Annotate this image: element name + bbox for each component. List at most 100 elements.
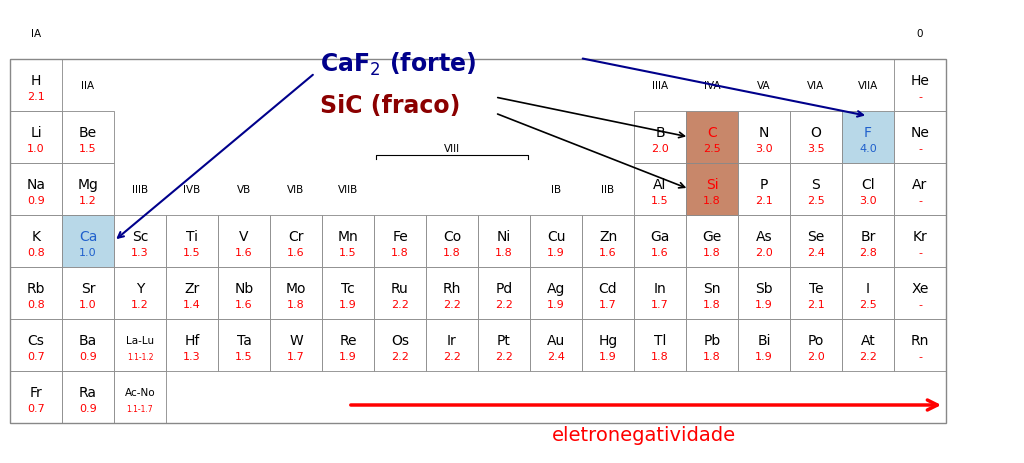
Text: Hg: Hg [598,333,617,347]
Text: 1.4: 1.4 [183,300,201,310]
Bar [10,112,62,163]
Text: 1.7: 1.7 [287,352,305,362]
Text: 1.5: 1.5 [79,144,97,154]
Text: 1.8: 1.8 [443,248,461,258]
Bar [686,216,738,268]
Text: 1.2: 1.2 [79,196,97,206]
Text: P: P [760,177,768,191]
Text: IIIA: IIIA [652,81,668,91]
Bar [582,319,634,371]
Text: 1.6: 1.6 [599,248,616,258]
Bar [842,163,894,216]
Bar [790,216,842,268]
Text: Ra: Ra [79,385,97,399]
Text: 0: 0 [916,29,924,39]
Text: -: - [918,92,922,102]
Bar [478,216,530,268]
Text: 3.0: 3.0 [859,196,877,206]
Text: 2.5: 2.5 [807,196,825,206]
Bar [894,112,946,163]
Bar [634,268,686,319]
Text: Fr: Fr [30,385,42,399]
Bar [270,216,322,268]
Bar [62,268,114,319]
Text: 1.9: 1.9 [755,300,773,310]
Text: O: O [811,125,821,139]
Text: 2.5: 2.5 [859,300,877,310]
Text: 0.7: 0.7 [27,352,45,362]
Text: 3.0: 3.0 [755,144,773,154]
Text: Mn: Mn [338,229,358,243]
Text: Mo: Mo [286,281,306,295]
Text: 1.1-1.2: 1.1-1.2 [127,352,154,361]
Bar [10,371,62,423]
Text: 2.1: 2.1 [27,92,45,102]
Text: 1.5: 1.5 [183,248,201,258]
Bar [166,268,218,319]
Text: 2.2: 2.2 [443,352,461,362]
Text: Tc: Tc [341,281,355,295]
Text: Au: Au [547,333,565,347]
Text: Sr: Sr [81,281,95,295]
Text: K: K [32,229,41,243]
Text: VIIA: VIIA [858,81,879,91]
Text: -: - [918,300,922,310]
Bar [790,163,842,216]
Text: 0.9: 0.9 [79,404,97,413]
Text: SiC (fraco): SiC (fraco) [319,94,461,118]
Text: Li: Li [30,125,42,139]
Bar [634,163,686,216]
Text: 1.9: 1.9 [339,352,357,362]
Bar [218,319,270,371]
Text: S: S [812,177,820,191]
Text: 2.1: 2.1 [755,196,773,206]
Text: 2.2: 2.2 [443,300,461,310]
Text: 0.8: 0.8 [27,300,45,310]
Text: 2.2: 2.2 [495,352,513,362]
Text: 1.6: 1.6 [287,248,305,258]
Bar [114,216,166,268]
Bar [270,319,322,371]
Bar [686,163,738,216]
Text: 2.0: 2.0 [755,248,773,258]
Bar [374,319,426,371]
Text: IIB: IIB [601,185,614,194]
Text: 2.0: 2.0 [651,144,669,154]
Text: 1.1-1.7: 1.1-1.7 [127,404,154,413]
Text: W: W [289,333,303,347]
Text: Cl: Cl [861,177,874,191]
Bar [582,216,634,268]
Bar [218,268,270,319]
Bar [166,216,218,268]
Text: Re: Re [339,333,356,347]
Text: IVA: IVA [703,81,720,91]
Text: 1.5: 1.5 [339,248,356,258]
Text: -: - [918,196,922,206]
Bar [322,216,374,268]
Text: 2.0: 2.0 [807,352,825,362]
Text: Ru: Ru [391,281,409,295]
Bar [114,319,166,371]
Text: -: - [918,144,922,154]
Text: 1.6: 1.6 [236,248,253,258]
Bar [686,268,738,319]
Text: Ca: Ca [79,229,97,243]
Text: Te: Te [809,281,823,295]
Text: Cu: Cu [547,229,565,243]
Text: 1.9: 1.9 [755,352,773,362]
Bar [10,268,62,319]
Text: Ba: Ba [79,333,97,347]
Text: 2.2: 2.2 [391,300,409,310]
Bar [62,163,114,216]
Text: I: I [866,281,870,295]
Text: 1.8: 1.8 [391,248,409,258]
Bar [10,163,62,216]
Bar [322,319,374,371]
Bar [62,371,114,423]
Bar [114,371,166,423]
Text: CaF$_2$ (forte): CaF$_2$ (forte) [319,50,476,77]
Text: Y: Y [136,281,144,295]
Text: H: H [31,74,41,88]
Text: 0.9: 0.9 [79,352,97,362]
Bar [738,216,790,268]
